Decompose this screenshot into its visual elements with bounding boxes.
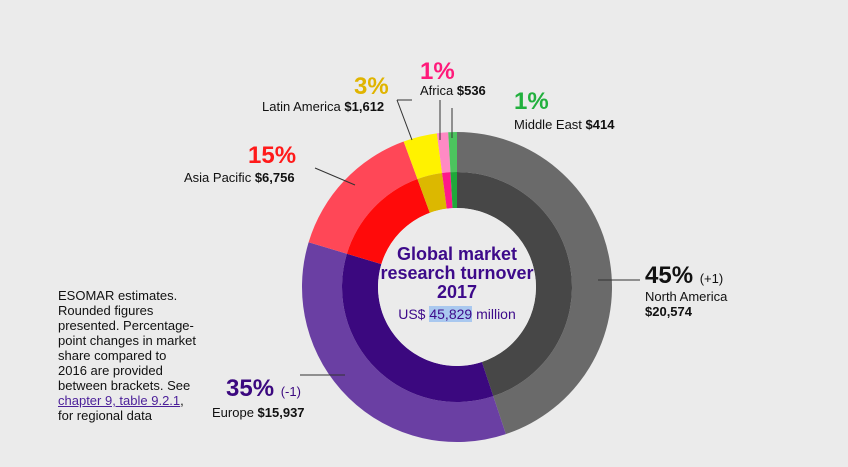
slice-outer-middle-east: [448, 132, 457, 173]
unit: million: [476, 306, 516, 322]
slice-inner-latin-america: [417, 172, 447, 213]
total-value: 45,829: [429, 306, 473, 322]
label-asia-pacific: Asia Pacific $6,756: [184, 170, 295, 185]
label-africa: Africa $536: [420, 83, 486, 98]
pct-north-america: 45% (+1): [645, 262, 724, 289]
slice-inner-middle-east: [450, 172, 457, 209]
slice-inner-europe: [342, 253, 494, 402]
chart-center-label: Global market research turnover 2017 US$…: [377, 245, 537, 322]
label-europe: Europe $15,937: [212, 405, 305, 420]
label-latin-america: Latin America $1,612: [262, 99, 385, 114]
pct-africa: 1%: [420, 58, 455, 85]
slice-inner-africa: [442, 172, 453, 209]
slice-outer-asia-pacific: [308, 141, 418, 254]
slice-inner-asia-pacific: [346, 179, 430, 265]
leader-line-latin-america-b: [396, 99, 413, 141]
chapter-link[interactable]: chapter 9, table 9.2.1: [58, 393, 181, 408]
currency: US$: [398, 306, 426, 322]
slice-outer-europe: [302, 242, 506, 442]
leader-line-asia-pacific: [314, 167, 356, 186]
label-middle-east: Middle East $414: [514, 117, 615, 132]
slice-inner-north-america: [457, 172, 572, 397]
chart-title: Global market research turnover 2017: [380, 244, 534, 302]
footnote: ESOMAR estimates. Rounded figures presen…: [58, 288, 197, 423]
pct-latin-america: 3%: [354, 73, 389, 100]
slice-outer-latin-america: [403, 133, 443, 180]
pct-asia-pacific: 15%: [248, 142, 297, 169]
donut-hole: [378, 208, 536, 366]
pct-europe: 35% (-1): [226, 375, 301, 402]
label-north-america: North America $20,574: [645, 289, 728, 319]
slice-outer-africa: [436, 132, 451, 173]
pct-middle-east: 1%: [514, 88, 549, 115]
slice-outer-north-america: [457, 132, 612, 435]
